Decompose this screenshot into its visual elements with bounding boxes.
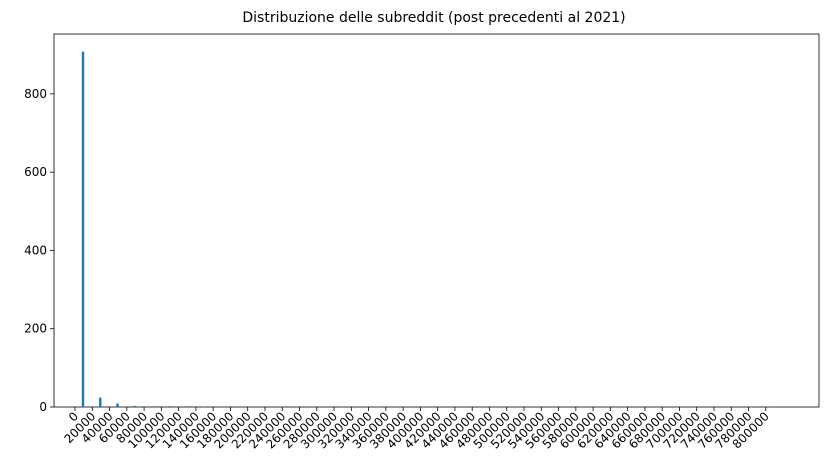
y-axis-ticks: 0 200 400 600 800 (24, 87, 54, 414)
bar (185, 406, 188, 407)
y-tick-label: 800 (24, 87, 47, 101)
axes-frame (53, 33, 820, 408)
bar (168, 406, 171, 407)
y-tick-label: 200 (24, 322, 47, 336)
bar (81, 51, 85, 408)
bars (81, 51, 775, 408)
y-tick-label: 400 (24, 243, 47, 257)
bar (116, 403, 119, 407)
bar (150, 406, 154, 407)
bar (99, 397, 102, 407)
y-tick-label: 600 (24, 165, 47, 179)
plot-area (53, 33, 820, 408)
bar (133, 405, 137, 407)
y-tick-label: 0 (39, 400, 47, 414)
chart-title: Distribuzione delle subreddit (post prec… (242, 10, 625, 26)
x-axis-ticks: 0200004000060000800001000001200001400001… (61, 407, 772, 452)
